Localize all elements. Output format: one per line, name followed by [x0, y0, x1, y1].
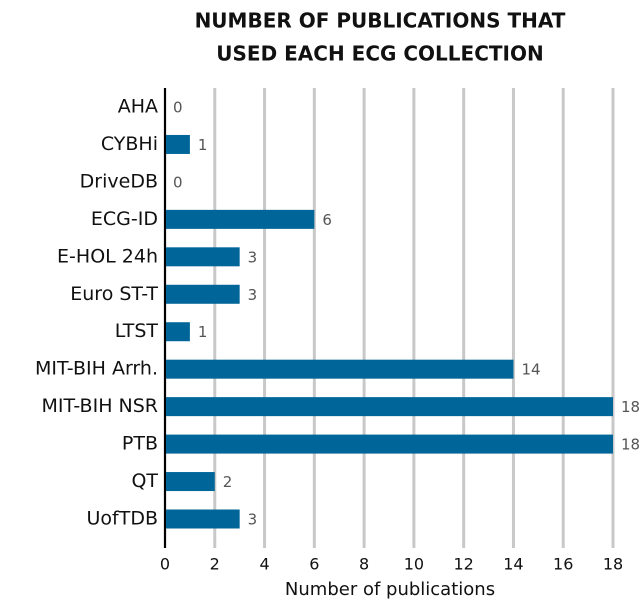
value-label: 2	[223, 473, 233, 491]
value-label: 1	[198, 323, 208, 341]
value-label: 0	[173, 173, 183, 191]
chart-title: USED EACH ECG COLLECTION	[216, 42, 543, 66]
y-tick-label: MIT-BIH Arrh.	[35, 358, 158, 380]
y-tick-label: MIT-BIH NSR	[42, 395, 158, 417]
value-label: 6	[322, 211, 332, 229]
x-tick-label: 10	[404, 555, 424, 574]
x-tick-label: 4	[259, 555, 269, 574]
y-tick-label: Euro ST-T	[70, 283, 158, 305]
bar	[165, 509, 240, 529]
bar	[165, 134, 190, 154]
y-tick-label: DriveDB	[80, 170, 158, 192]
y-tick-label: ECG-ID	[91, 208, 158, 230]
bar	[165, 284, 240, 304]
bar	[165, 397, 613, 417]
bar	[165, 434, 613, 454]
x-tick-label: 18	[603, 555, 623, 574]
bar	[165, 359, 514, 379]
y-tick-label: AHA	[118, 96, 158, 118]
value-label: 14	[521, 361, 540, 379]
value-label: 0	[173, 99, 183, 117]
value-label: 3	[248, 286, 258, 304]
value-label: 18	[621, 398, 640, 416]
value-label: 18	[621, 436, 640, 454]
bar	[165, 322, 190, 342]
y-tick-label: CYBHi	[101, 133, 158, 155]
x-tick-label: 12	[453, 555, 473, 574]
bar	[165, 209, 315, 229]
x-axis-label: Number of publications	[285, 579, 495, 600]
bar	[165, 247, 240, 267]
bar	[165, 472, 215, 492]
x-tick-label: 14	[503, 555, 523, 574]
y-tick-label: PTB	[122, 433, 158, 455]
x-tick-label: 16	[553, 555, 573, 574]
y-tick-label: LTST	[115, 320, 159, 342]
x-tick-label: 8	[359, 555, 369, 574]
value-label: 1	[198, 136, 208, 154]
x-tick-label: 0	[160, 555, 170, 574]
chart-title: NUMBER OF PUBLICATIONS THAT	[195, 9, 566, 33]
y-tick-label: E-HOL 24h	[57, 245, 158, 267]
y-tick-label: QT	[131, 470, 158, 492]
value-label: 3	[248, 511, 258, 529]
x-tick-label: 2	[210, 555, 220, 574]
x-tick-label: 6	[309, 555, 319, 574]
y-tick-label: UofTDB	[87, 508, 159, 530]
value-label: 3	[248, 248, 258, 266]
